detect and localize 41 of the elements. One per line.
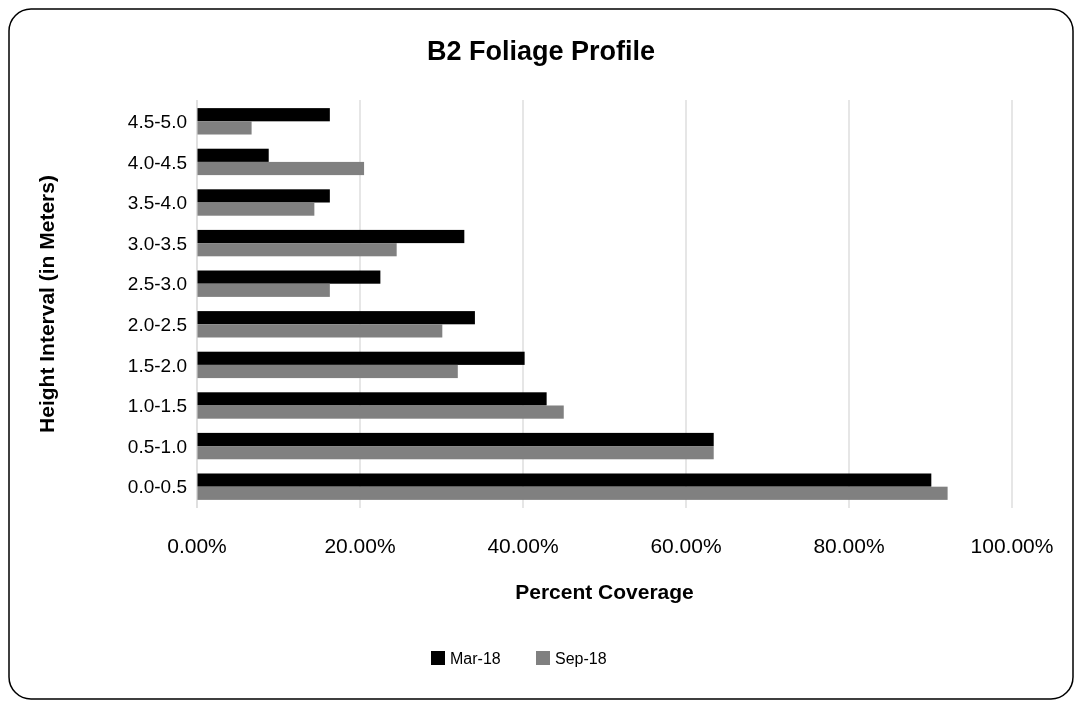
bar — [197, 432, 714, 447]
y-tick-label: 2.0-2.5 — [127, 313, 187, 335]
bar — [197, 243, 397, 257]
bar — [197, 161, 365, 176]
x-tick-label: 40.00% — [487, 534, 559, 557]
y-tick-label: 2.5-3.0 — [127, 273, 187, 295]
bar — [197, 229, 465, 244]
bar — [197, 148, 269, 162]
y-tick-label: 4.5-5.0 — [127, 110, 187, 132]
bar — [197, 283, 330, 297]
bar — [197, 351, 525, 365]
x-tick-label: 80.00% — [813, 534, 885, 557]
legend-label: Sep-18 — [555, 649, 607, 667]
bar — [197, 189, 330, 203]
chart-title: B2 Foliage Profile — [426, 36, 656, 66]
bar — [197, 324, 443, 338]
bar — [197, 108, 330, 122]
bar — [197, 121, 252, 135]
x-tick-label: 100.00% — [970, 534, 1054, 557]
bar — [197, 392, 547, 406]
legend-label: Mar-18 — [450, 649, 501, 667]
y-axis-title: Height Interval (in Meters) — [35, 175, 58, 433]
bar — [197, 364, 458, 379]
bar — [197, 405, 564, 419]
x-tick-label: 0.00% — [167, 534, 227, 557]
y-tick-label: 3.5-4.0 — [127, 192, 187, 214]
y-tick-label: 0.0-0.5 — [127, 476, 187, 498]
bar — [197, 473, 932, 487]
y-tick-label: 1.0-1.5 — [127, 395, 187, 417]
y-tick-label: 1.5-2.0 — [127, 354, 187, 376]
bar — [197, 486, 948, 500]
bar — [197, 311, 475, 325]
y-tick-label: 0.5-1.0 — [127, 435, 187, 457]
y-tick-label: 3.0-3.5 — [127, 232, 187, 254]
bar — [197, 270, 381, 284]
x-axis-title: Percent Coverage — [515, 580, 694, 603]
bar — [197, 446, 714, 460]
bar — [197, 202, 315, 216]
y-tick-label: 4.0-4.5 — [127, 151, 187, 173]
x-tick-label: 60.00% — [650, 534, 722, 557]
x-tick-label: 20.00% — [324, 534, 396, 557]
